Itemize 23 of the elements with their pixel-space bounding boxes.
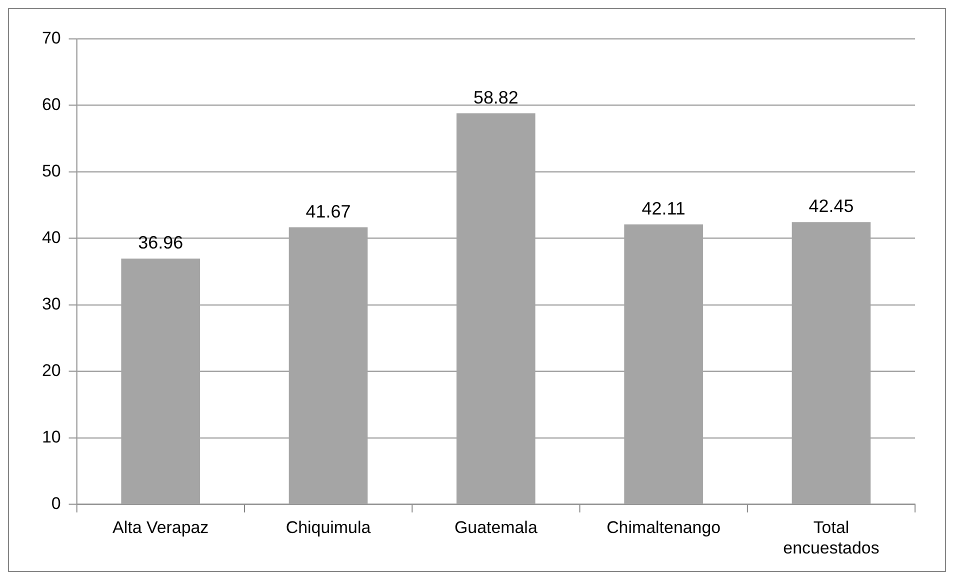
y-tick-label: 0 (51, 494, 61, 514)
data-label: 41.67 (306, 201, 351, 222)
data-label: 58.82 (473, 87, 518, 108)
x-tick-label: Chiquimula (286, 518, 372, 538)
y-tick-label: 70 (42, 28, 61, 48)
x-tick-label: Alta Verapaz (112, 518, 209, 538)
bar (456, 113, 536, 504)
data-label: 36.96 (138, 232, 184, 253)
bar (288, 227, 368, 504)
bar (792, 222, 871, 504)
x-tick-label: Guatemala (454, 518, 538, 538)
bar (624, 224, 703, 504)
data-label: 42.45 (808, 196, 854, 216)
x-tick-label: Total encuestados (783, 518, 880, 558)
data-label: 42.11 (642, 198, 686, 218)
y-tick-label: 60 (42, 95, 61, 114)
y-tick-label: 40 (42, 228, 61, 248)
y-tick-label: 10 (42, 428, 61, 447)
y-tick-label: 30 (42, 294, 61, 314)
y-tick-label: 50 (42, 162, 61, 181)
y-tick-label: 20 (42, 361, 61, 380)
x-tick-label: Chimaltenango (606, 518, 721, 538)
bar (121, 258, 200, 504)
